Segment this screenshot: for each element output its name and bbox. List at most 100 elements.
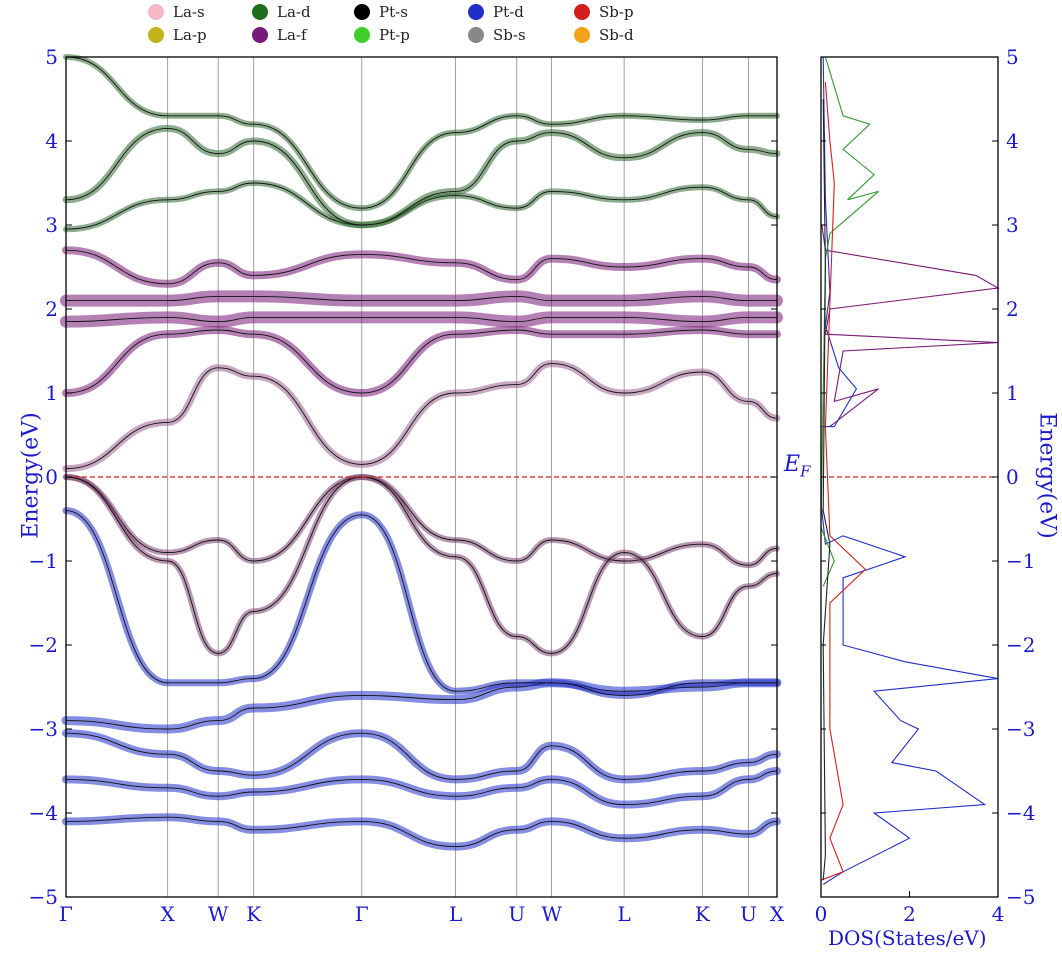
y-tick-label: 5 (45, 45, 58, 69)
fermi-symbol: E (784, 452, 801, 477)
legend-label: Sb-d (599, 26, 634, 44)
band-line (65, 682, 778, 730)
legend-item: Pt-s (354, 3, 408, 21)
band-halo (62, 325, 781, 398)
legend-item: La-d (252, 3, 311, 21)
dos-y-tick-label: −1 (1006, 549, 1035, 573)
band-line (65, 510, 778, 696)
legend-swatch (354, 4, 370, 20)
y-tick-label: −3 (29, 717, 58, 741)
dos-y-tick-label: −5 (1006, 885, 1035, 909)
band-line (65, 329, 777, 394)
fermi-level-label: EF (784, 452, 810, 480)
y-tick-label: 4 (45, 129, 58, 153)
kpoint-label: W (208, 902, 229, 926)
kpoint-label: K (695, 902, 711, 926)
dos-y-tick-label: −4 (1006, 801, 1035, 825)
band-halo (62, 729, 781, 784)
legend-label: Pt-p (379, 26, 410, 44)
band-halo (62, 124, 781, 229)
band-line (65, 316, 777, 323)
dos-curves (820, 56, 1000, 885)
legend-swatch (574, 27, 590, 43)
band-line (65, 127, 778, 226)
band-halo (60, 290, 783, 307)
legend-label: Pt-s (379, 3, 408, 21)
kpoint-label: X (161, 902, 176, 926)
dos-curve (820, 82, 867, 881)
kpoint-label: Γ (59, 902, 73, 926)
kpoint-label: U (740, 902, 757, 926)
legend-item: Sb-s (468, 26, 526, 44)
y-tick-label: −1 (29, 549, 58, 573)
dos-curve (820, 56, 879, 587)
band-halo (62, 813, 781, 851)
band-line (65, 476, 778, 566)
band-halo (63, 54, 780, 212)
band-line (65, 249, 778, 285)
kpoint-label: K (246, 902, 262, 926)
y-tick-label: −5 (29, 885, 58, 909)
kpoint-label: X (770, 902, 785, 926)
dos-x-tick-label: 2 (903, 902, 916, 926)
band-line (65, 816, 778, 848)
dos-curve (821, 224, 1000, 428)
legend-swatch (252, 27, 268, 43)
legend-item: Sb-d (574, 26, 634, 44)
band-line (65, 56, 777, 209)
fermi-subscript: F (800, 462, 811, 481)
legend-item: Pt-d (468, 3, 524, 21)
y-tick-label: 2 (45, 297, 58, 321)
dos-x-tick-label: 0 (815, 902, 828, 926)
dos-y-tick-label: −2 (1006, 633, 1035, 657)
dos-y-tick-label: 5 (1006, 45, 1019, 69)
kpoint-label: L (449, 902, 462, 926)
legend-swatch (148, 27, 164, 43)
legend-swatch (468, 27, 484, 43)
legend-item: Pt-p (354, 26, 410, 44)
legend-swatch (148, 4, 164, 20)
band-lines (60, 54, 783, 897)
legend-swatch (468, 4, 484, 20)
dos-y-tick-label: 2 (1006, 297, 1019, 321)
band-halo (63, 473, 780, 657)
legend-label: Sb-s (493, 26, 526, 44)
dos-y-tick-label: −3 (1006, 717, 1035, 741)
band-halo (60, 311, 783, 328)
dos-y-tick-label: 4 (1006, 129, 1019, 153)
kpoint-label: U (508, 902, 525, 926)
y-tick-label: 3 (45, 213, 58, 237)
band-line (65, 363, 778, 470)
legend-label: La-f (277, 26, 307, 44)
dos-y-tick-label: 3 (1006, 213, 1019, 237)
legend-item: La-p (148, 26, 207, 44)
legend-swatch (574, 4, 590, 20)
y-tick-label: −2 (29, 633, 58, 657)
band-halo (63, 179, 780, 233)
dos-curve (820, 56, 999, 885)
legend-item: La-f (252, 26, 307, 44)
dos-x-tick-label: 4 (992, 902, 1005, 926)
y-tick-label: 0 (45, 465, 58, 489)
dos-y-tick-label: 0 (1006, 465, 1019, 489)
legend-label: La-s (173, 3, 205, 21)
kpoint-label: W (541, 902, 562, 926)
legend-label: Sb-p (599, 3, 634, 21)
kpoint-label: Γ (355, 902, 369, 926)
legend-item: Sb-p (574, 3, 634, 21)
dos-x-label: DOS(States/eV) (828, 926, 987, 950)
dos-y-tick-label: 1 (1006, 381, 1019, 405)
band-halo (62, 246, 781, 288)
legend-label: La-p (173, 26, 207, 44)
legend-label: La-d (277, 3, 311, 21)
dos-curve (822, 98, 831, 881)
legend-swatch (252, 4, 268, 20)
y-tick-label: 1 (45, 381, 58, 405)
legend-label: Pt-d (493, 3, 524, 21)
band-line (65, 476, 778, 654)
band-line (65, 770, 778, 806)
kpoint-label: L (617, 902, 630, 926)
legend-swatch (354, 27, 370, 43)
y-tick-label: −4 (29, 801, 58, 825)
